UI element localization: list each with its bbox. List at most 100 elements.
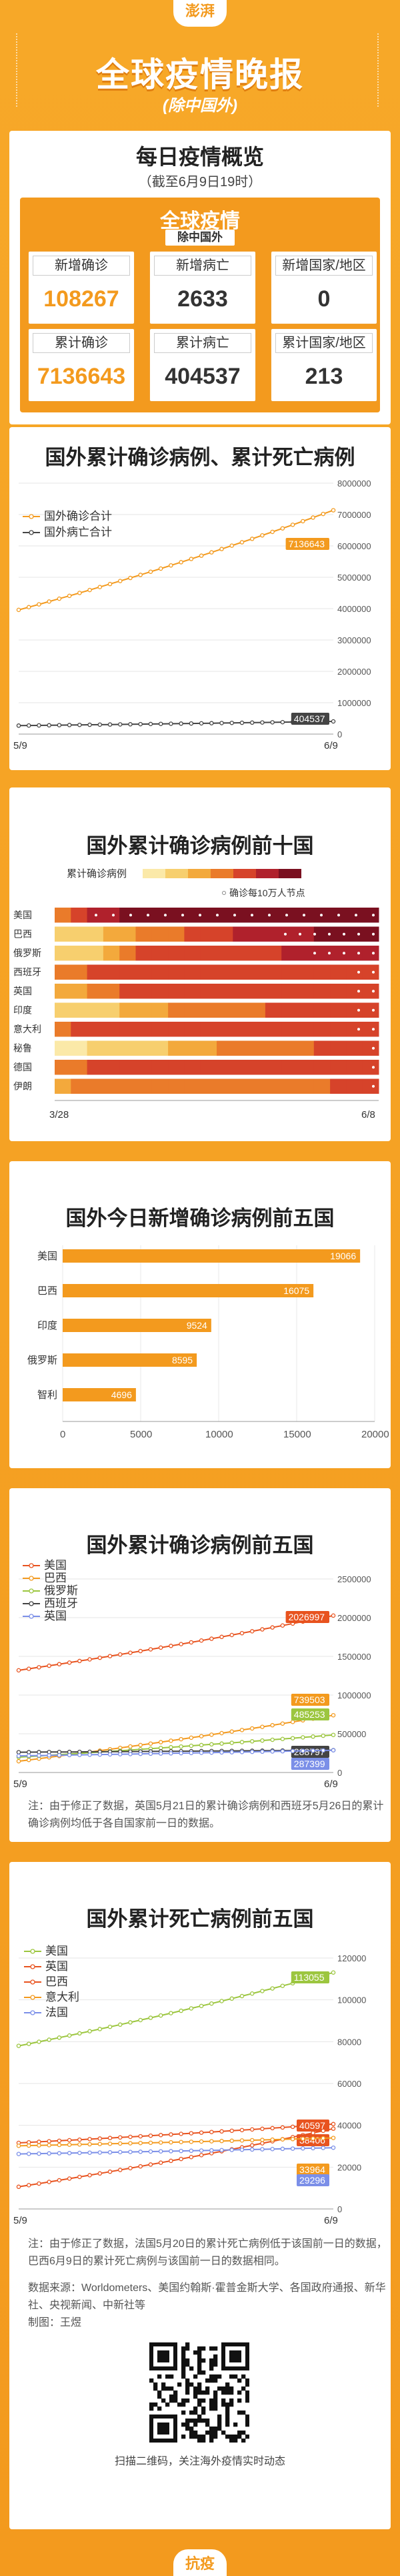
heat-cell — [119, 926, 136, 942]
data-point — [290, 1736, 295, 1740]
data-point — [138, 2164, 143, 2169]
y-tick-label: 4000000 — [337, 604, 371, 614]
heat-cell — [217, 1002, 233, 1018]
qr-module — [185, 2427, 190, 2431]
qr-module — [221, 2402, 226, 2407]
heat-cell — [362, 984, 379, 999]
qr-module — [197, 2398, 202, 2403]
data-point — [179, 2140, 183, 2144]
data-point — [321, 2128, 326, 2134]
heat-cell — [87, 1040, 104, 1056]
stat-box: 新增病亡 2633 — [149, 251, 256, 324]
heat-cell — [249, 1002, 266, 1018]
data-point — [260, 1627, 265, 1632]
qr-module — [181, 2362, 186, 2367]
series-line — [18, 721, 334, 727]
qr-module — [245, 2378, 249, 2383]
data-point — [169, 721, 173, 726]
heat-cell — [168, 964, 185, 980]
data-point — [229, 2148, 234, 2152]
stat-label: 新增病亡 — [154, 256, 251, 276]
end-label: 40597 — [299, 2120, 325, 2131]
data-point — [158, 2140, 163, 2145]
data-point — [158, 2013, 163, 2018]
y-tick-label: 120000 — [337, 1953, 366, 1963]
heat-cell — [217, 908, 233, 923]
data-point — [331, 1712, 336, 1718]
overview-panel: 每日疫情概览 （截至6月9日19时） 全球疫情 除中国外 新增确诊 108267 新… — [9, 131, 391, 424]
x-tick-label: 5/9 — [13, 740, 27, 751]
heat-cell — [55, 926, 71, 942]
end-label-bg — [285, 538, 329, 550]
heat-cell — [346, 1078, 363, 1094]
row-label: 美国 — [13, 910, 32, 920]
qr-code[interactable] — [149, 2342, 249, 2443]
bar-category: 巴西 — [37, 1285, 57, 1297]
data-point — [209, 550, 214, 555]
legend-marker — [29, 514, 34, 519]
end-label: 288797 — [294, 1746, 325, 1757]
heat-cell — [119, 908, 136, 923]
data-point — [158, 1751, 163, 1756]
milestone-dot — [95, 914, 97, 917]
qr-module — [189, 2382, 194, 2387]
qr-module — [149, 2378, 154, 2383]
data-point — [311, 2136, 315, 2141]
heat-cell — [265, 1078, 282, 1094]
end-label: 485253 — [294, 1709, 325, 1720]
data-point — [118, 2168, 123, 2172]
data-point — [138, 1751, 143, 1756]
data-point — [128, 1650, 133, 1655]
heat-cell — [313, 926, 331, 942]
data-point — [239, 1993, 245, 1999]
data-point — [321, 511, 326, 517]
x-tick-label: 10000 — [205, 1429, 233, 1440]
heat-cell — [330, 926, 347, 942]
data-point — [128, 2150, 133, 2154]
data-point — [229, 543, 234, 548]
legend-label: 英国 — [44, 1610, 67, 1622]
heat-cell — [184, 1040, 201, 1056]
qr-module — [201, 2435, 206, 2439]
qr-module — [225, 2402, 230, 2407]
heat-cell — [103, 926, 120, 942]
qr-module — [201, 2390, 206, 2395]
data-point — [249, 720, 255, 725]
qr-module — [197, 2390, 202, 2395]
data-point — [189, 2154, 194, 2160]
data-point — [37, 2143, 41, 2148]
data-point — [219, 1999, 224, 2003]
stat-value: 404537 — [165, 364, 241, 389]
data-point — [107, 581, 113, 587]
heat-cell — [200, 946, 217, 961]
data-point — [138, 1742, 143, 1748]
qr-module — [213, 2362, 218, 2367]
brand-logo[interactable]: 澎湃 — [173, 0, 227, 27]
data-point — [199, 553, 204, 558]
series-line — [18, 1614, 334, 1671]
milestone-dot — [337, 914, 340, 917]
data-point — [179, 1642, 183, 1646]
heat-cell — [87, 1060, 104, 1075]
overview-title: 每日疫情概览 — [135, 145, 264, 169]
data-point — [280, 2137, 285, 2142]
y-tick-label: 40000 — [337, 2121, 361, 2131]
data-point — [67, 2033, 72, 2038]
heat-cell — [119, 1040, 136, 1056]
data-point — [158, 721, 163, 726]
data-point — [280, 1736, 285, 1742]
heat-cell — [55, 1040, 71, 1056]
heat-cell — [281, 1060, 298, 1075]
data-point — [209, 2139, 214, 2144]
qr-module — [169, 2398, 174, 2403]
milestone-dot — [355, 914, 357, 917]
data-point — [158, 1645, 163, 1650]
qr-module — [173, 2390, 178, 2395]
qr-module — [213, 2431, 218, 2435]
heat-cell — [249, 984, 266, 999]
qr-module — [193, 2350, 198, 2355]
data-point — [270, 720, 275, 725]
data-point — [67, 1752, 72, 1758]
footer-logo[interactable]: 抗疫 — [173, 2549, 227, 2576]
heat-cell — [313, 1060, 331, 1075]
